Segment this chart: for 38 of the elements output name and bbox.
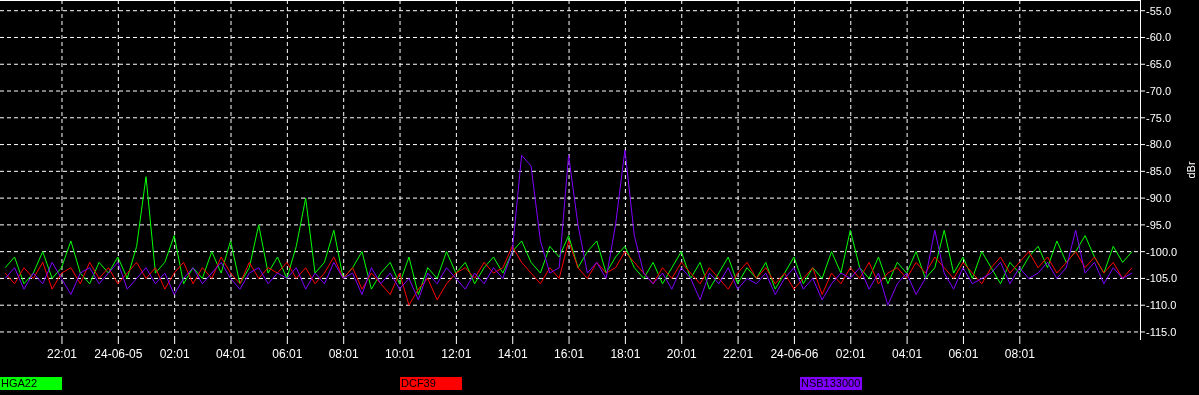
x-tick-label: 24-06-06 <box>770 347 819 361</box>
y-tick-label: -90.0 <box>1146 191 1172 204</box>
line-series <box>4 149 1133 306</box>
x-tick-label: 04:01 <box>215 347 247 361</box>
text: HGA22 <box>1 377 38 389</box>
y-tick-label: -100.0 <box>1146 245 1178 258</box>
x-tick-label: 20:01 <box>666 347 698 361</box>
line-series <box>4 240 1133 306</box>
x-tick-label: 12:01 <box>441 347 472 361</box>
x-tick-label: 10:01 <box>385 347 416 361</box>
x-tick-label: 24-06-05 <box>94 347 143 361</box>
y-tick-label: -75.0 <box>1146 111 1172 124</box>
line-series <box>4 176 1133 295</box>
x-tick-label: 16:01 <box>554 347 585 361</box>
y-tick-label: -110.0 <box>1146 299 1177 312</box>
y-tick-label: -80.0 <box>1146 138 1172 151</box>
y-tick-label: -105.0 <box>1146 272 1178 285</box>
y-tick-label: -95.0 <box>1146 218 1172 231</box>
x-tick-label: 08:01 <box>328 347 360 361</box>
y-tick-label: -85.0 <box>1146 165 1172 178</box>
x-tick-label: 06:01 <box>948 347 979 361</box>
y-tick-label: -65.0 <box>1146 58 1172 71</box>
x-tick-label: 14:01 <box>497 347 529 361</box>
y-tick-label: -55.0 <box>1146 4 1172 17</box>
y-tick-label: -60.0 <box>1146 31 1172 44</box>
x-tick-label: 22:01 <box>723 347 754 361</box>
x-tick-label: 22:01 <box>46 347 78 361</box>
x-tick-label: 02:01 <box>159 347 190 361</box>
x-tick-label: 04:01 <box>892 347 923 361</box>
text: NSB133000 <box>801 377 861 389</box>
x-tick-label: 06:01 <box>272 347 303 361</box>
x-tick-label: 08:01 <box>1004 347 1036 361</box>
x-tick-label: 02:01 <box>835 347 867 361</box>
y-axis-title: dBr <box>1185 161 1197 179</box>
x-tick-label: 18:01 <box>610 347 641 361</box>
y-tick-label: -115.0 <box>1146 325 1177 338</box>
y-tick-label: -70.0 <box>1146 84 1172 97</box>
text: DCF39 <box>401 377 436 389</box>
